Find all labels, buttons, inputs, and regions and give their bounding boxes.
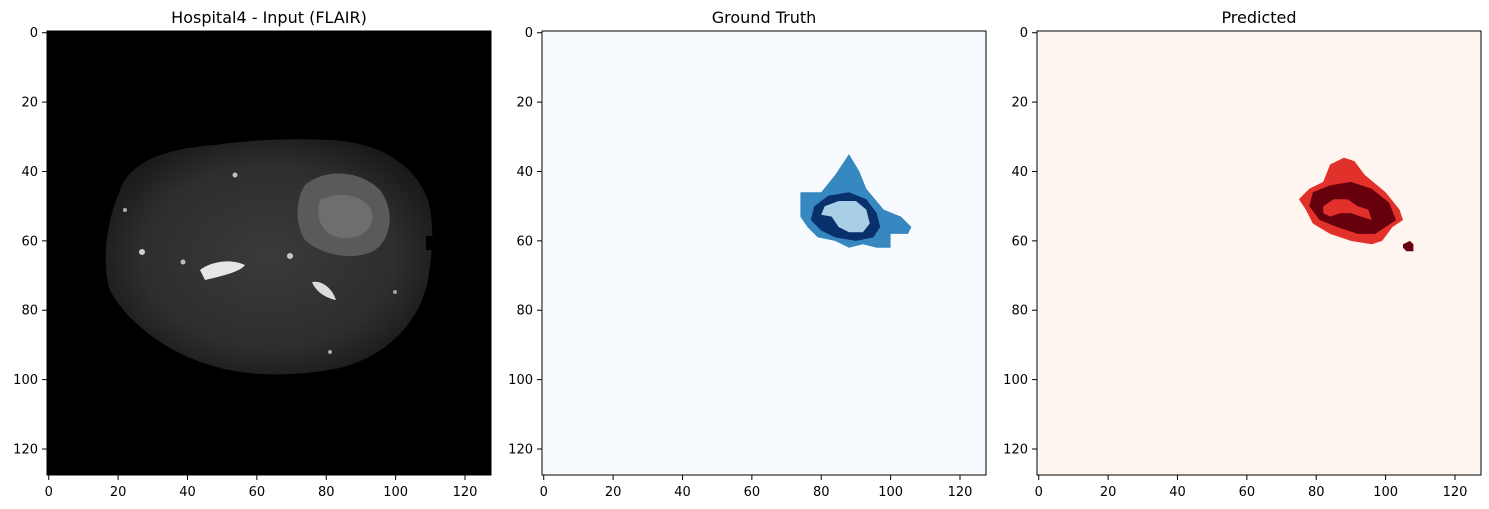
ventricle-left (200, 261, 245, 280)
bright-spot (393, 290, 397, 294)
y-tick-label: 100 (13, 373, 38, 388)
mri-image (105, 139, 433, 375)
bright-spot (180, 259, 186, 265)
lesion-core (318, 194, 373, 239)
x-tick-label: 40 (179, 485, 196, 500)
x-tick-label: 40 (674, 485, 691, 500)
y-tick-label: 80 (21, 304, 38, 319)
x-tick-label: 20 (110, 485, 127, 500)
y-tick-label: 0 (525, 26, 533, 41)
bright-spot (328, 350, 332, 354)
y-tick-label: 80 (516, 304, 533, 319)
segmentation-region-label-3 (1323, 199, 1372, 220)
y-tick-label: 40 (21, 165, 38, 180)
x-tick-label: 20 (605, 485, 622, 500)
panel-predicted: Predicted 0 20 40 60 80 100 120 0 20 40 60 80 100 120 (1003, 8, 1482, 500)
y-tick-label: 20 (21, 96, 38, 111)
y-tick-label: 20 (516, 96, 533, 111)
y-tick-label: 0 (1020, 26, 1028, 41)
pred-background (1037, 31, 1481, 475)
x-tick-label: 40 (1169, 485, 1186, 500)
y-tick-label: 40 (516, 165, 533, 180)
panel-flair: Hospital4 - Input (FLAIR) 0 20 40 60 80 100 12… (13, 8, 492, 500)
y-tick-label: 80 (1011, 304, 1028, 319)
panel-title-flair: Hospital4 - Input (FLAIR) (171, 8, 367, 27)
axes-frame (1036, 30, 1482, 476)
bright-spot (123, 208, 127, 212)
y-tick-label: 40 (1011, 165, 1028, 180)
gt-background (542, 31, 986, 475)
y-tick-label: 20 (1011, 96, 1028, 111)
segmentation-region-label-3 (821, 201, 870, 233)
y-tick-label: 120 (1003, 442, 1028, 457)
x-tick-label: 120 (453, 485, 478, 500)
x-tick-label: 80 (318, 485, 335, 500)
x-tick-label: 100 (383, 485, 408, 500)
x-tick-label: 60 (249, 485, 266, 500)
x-tick-label: 100 (878, 485, 903, 500)
ventricle-right (312, 281, 336, 300)
x-tick-label: 100 (1373, 485, 1398, 500)
bright-spot (232, 172, 238, 178)
y-tick-label: 60 (21, 234, 38, 249)
y-tick-label: 100 (1003, 373, 1028, 388)
panel-ground-truth: Ground Truth 0 20 40 60 80 100 120 0 20 40 60 80 100… (508, 8, 987, 500)
panel-title-ground-truth: Ground Truth (712, 8, 817, 27)
bright-spot (139, 249, 145, 255)
axes-frame (541, 30, 987, 476)
x-tick-label: 0 (540, 485, 548, 500)
segmentation-region-label-2 (1403, 240, 1414, 252)
x-tick-label: 80 (813, 485, 830, 500)
y-tick-label: 120 (13, 442, 38, 457)
dark-notch (426, 236, 432, 250)
x-tick-label: 80 (1308, 485, 1325, 500)
x-tick-label: 120 (948, 485, 973, 500)
y-tick-label: 60 (516, 234, 533, 249)
y-tick-label: 60 (1011, 234, 1028, 249)
y-tick-label: 120 (508, 442, 533, 457)
x-tick-label: 60 (1239, 485, 1256, 500)
x-tick-label: 120 (1443, 485, 1468, 500)
y-tick-label: 100 (508, 373, 533, 388)
x-tick-label: 0 (45, 485, 53, 500)
x-tick-label: 20 (1100, 485, 1117, 500)
x-tick-label: 0 (1035, 485, 1043, 500)
y-tick-label: 0 (30, 26, 38, 41)
x-tick-label: 60 (744, 485, 761, 500)
axes-frame (46, 30, 492, 476)
bright-spot (287, 253, 293, 259)
panel-title-predicted: Predicted (1221, 8, 1296, 27)
